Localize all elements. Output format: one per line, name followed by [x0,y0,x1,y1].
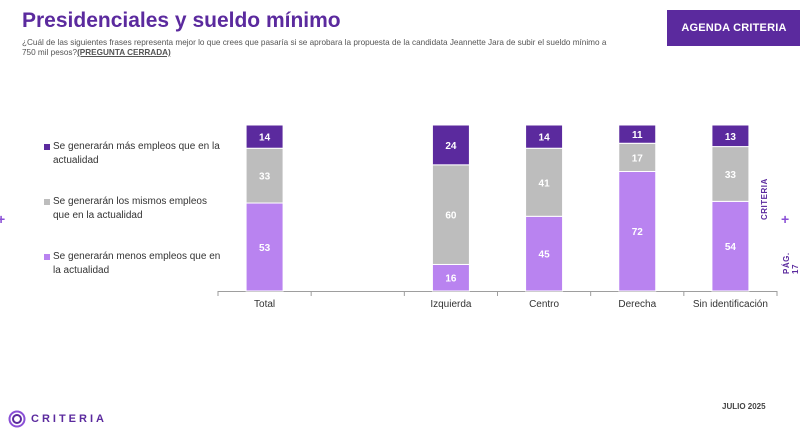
data-label: 11 [632,130,643,141]
bar-segment [525,124,564,149]
left-plus-icon: + [0,211,6,227]
data-label: 14 [539,133,551,144]
data-label: 17 [632,153,644,164]
x-tick-label: Izquierda [430,299,472,310]
legend-label-same: Se generarán los mismos empleos que en l… [53,196,207,221]
criteria-logo: CRITERIA [8,410,107,428]
data-label: 53 [259,243,271,254]
bar-segment [431,164,470,265]
legend-label-less: Se generarán menos empleos que en la act… [53,251,221,276]
legend-swatch-more [44,144,50,150]
page-number: PÁG. 17 [782,252,800,274]
data-label: 16 [445,274,457,285]
side-brand: CRITERIA [760,178,769,220]
x-tick-label: Sin identificación [693,299,768,310]
data-label: 13 [725,132,737,143]
x-tick-label: Total [254,299,275,310]
bar-segment [245,202,284,292]
bar-segment [618,170,657,292]
bar-segment [525,147,564,217]
legend-swatch-same [44,199,50,205]
page-title: Presidenciales y sueldo mínimo [22,9,341,32]
data-label: 41 [539,178,551,189]
agenda-badge: AGENDA CRITERIA [667,10,800,46]
legend-item-same: Se generarán los mismos empleos que en l… [44,195,224,223]
bar-segment [431,263,470,292]
bar-segment [711,124,750,148]
bar-segment [618,142,657,172]
report-date: JULIO 2025 [722,402,766,411]
data-label: 60 [445,211,457,222]
side-plus-icon: + [781,211,790,227]
legend-item-more: Se generarán más empleos que en la actua… [44,140,224,168]
bar-segment [618,124,657,144]
logo-wordmark: CRITERIA [31,413,107,425]
bar-segment [245,147,284,204]
data-label: 33 [725,170,737,181]
data-label: 72 [632,227,644,238]
data-label: 24 [445,141,457,152]
data-label: 14 [259,133,271,144]
x-tick-label: Derecha [618,299,656,310]
data-label: 54 [725,242,737,253]
bar-segment [431,124,470,166]
legend-swatch-less [44,254,50,260]
data-label: 45 [539,250,551,261]
logo-icon [8,410,26,428]
legend-item-less: Se generarán menos empleos que en la act… [44,250,224,278]
question-body: ¿Cuál de las siguientes frases represent… [22,38,607,57]
bar-segment [245,124,284,149]
data-label: 33 [259,172,271,183]
question-text: ¿Cuál de las siguientes frases represent… [22,38,622,58]
legend-label-more: Se generarán más empleos que en la actua… [53,141,220,166]
x-tick-label: Centro [529,299,559,310]
question-tag: (PREGUNTA CERRADA) [77,48,171,57]
